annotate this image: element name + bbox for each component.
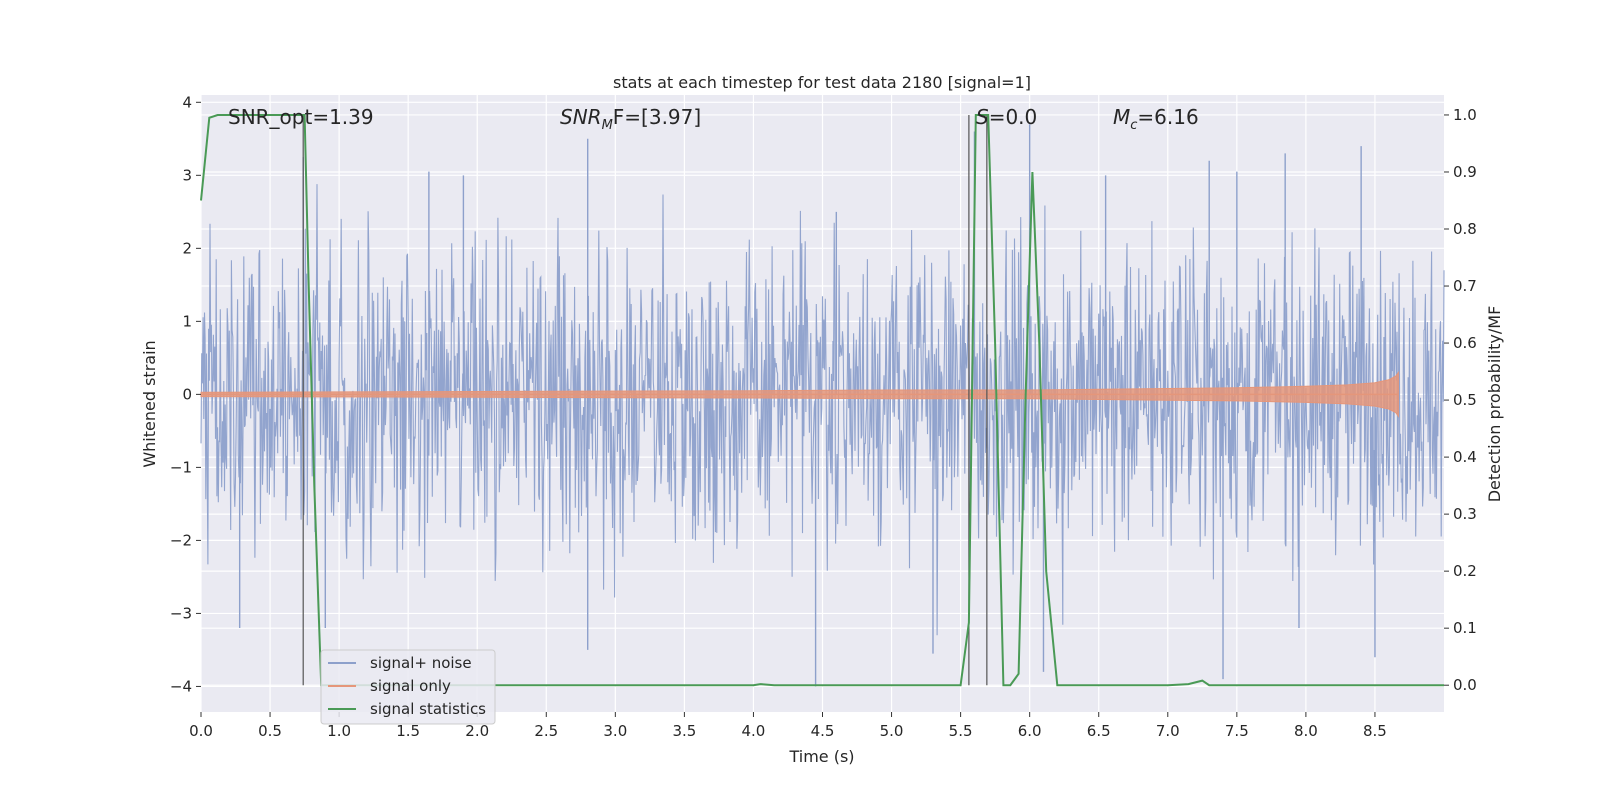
x-tick-label: 2.5: [534, 722, 558, 740]
y-right-tick-label: 0.2: [1453, 562, 1477, 580]
s-annotation: S=0.0: [976, 105, 1037, 129]
x-tick-label: 6.0: [1018, 722, 1042, 740]
mc-annotation: Mc=6.16: [1113, 105, 1199, 133]
legend: signal+ noise signal only signal statist…: [320, 649, 496, 725]
x-tick-label: 2.0: [465, 722, 489, 740]
y-right-tick-label: 0.8: [1453, 220, 1477, 238]
y-left-tick-label: −2: [170, 531, 192, 549]
x-tick-label: 4.5: [811, 722, 835, 740]
x-axis-ticks: 0.0 0.5 1.0 1.5 2.0 2.5 3.0 3.5 4.0 4.5 5.0 5.5 6.0 6…: [189, 712, 1387, 740]
legend-box: [320, 649, 496, 725]
y-left-tick-label: −1: [170, 458, 192, 476]
chart-title: stats at each timestep for test data 218…: [613, 73, 1031, 92]
noise-trace: [200, 184, 1445, 636]
x-tick-label: 8.5: [1363, 722, 1387, 740]
y-left-tick-label: 0: [182, 385, 192, 403]
signal-only-series: [200, 371, 1399, 418]
x-tick-label: 3.0: [603, 722, 627, 740]
y-right-tick-label: 0.6: [1453, 334, 1477, 352]
x-tick-label: 1.0: [327, 722, 351, 740]
signal-noise-series: [200, 124, 1445, 687]
x-tick-label: 0.5: [258, 722, 282, 740]
y-left-tick-label: −3: [170, 604, 192, 622]
signal-statistics-series: [200, 114, 1444, 687]
y-left-tick-label: −4: [170, 677, 192, 695]
y-right-tick-label: 0.9: [1453, 163, 1477, 181]
x-tick-label: 5.0: [880, 722, 904, 740]
y-left-axis-label: Whitened strain: [140, 340, 159, 467]
y-right-tick-label: 0.5: [1453, 391, 1477, 409]
y-right-tick-label: 1.0: [1453, 106, 1477, 124]
x-tick-label: 7.0: [1156, 722, 1180, 740]
snr-opt-annotation: SNR_opt=1.39: [228, 105, 374, 129]
x-tick-label: 7.5: [1225, 722, 1249, 740]
y-right-tick-label: 0.1: [1453, 619, 1477, 637]
x-tick-label: 0.0: [189, 722, 213, 740]
y-left-tick-label: 2: [182, 239, 192, 257]
y-right-tick-label: 0.0: [1453, 676, 1477, 694]
y-right-tick-label: 0.7: [1453, 277, 1477, 295]
y-right-axis-ticks: 0.0 0.1 0.2 0.3 0.4 0.5 0.6 0.7 0.8 0.9 1.0: [1444, 106, 1477, 694]
y-right-tick-label: 0.4: [1453, 448, 1477, 466]
snr-mf-annotation: SNRMF=[3.97]: [560, 105, 701, 133]
y-left-tick-label: 3: [182, 166, 192, 184]
y-right-tick-label: 0.3: [1453, 505, 1477, 523]
signal-statistics-line: [200, 114, 1444, 687]
y-left-tick-label: 1: [182, 312, 192, 330]
y-left-tick-label: 4: [182, 93, 192, 111]
legend-label-noise: signal+ noise: [370, 654, 472, 672]
x-tick-label: 5.5: [949, 722, 973, 740]
x-tick-label: 6.5: [1087, 722, 1111, 740]
y-left-axis-ticks: −4 −3 −2 −1 0 1 2 3 4: [170, 93, 201, 695]
legend-label-signal: signal only: [370, 677, 451, 695]
y-right-axis-label: Detection probability/MF: [1485, 306, 1504, 503]
x-axis-label: Time (s): [788, 747, 854, 766]
legend-label-statistics: signal statistics: [370, 700, 486, 718]
x-tick-label: 1.5: [396, 722, 420, 740]
x-tick-label: 8.0: [1294, 722, 1318, 740]
x-tick-label: 3.5: [672, 722, 696, 740]
x-tick-label: 4.0: [742, 722, 766, 740]
